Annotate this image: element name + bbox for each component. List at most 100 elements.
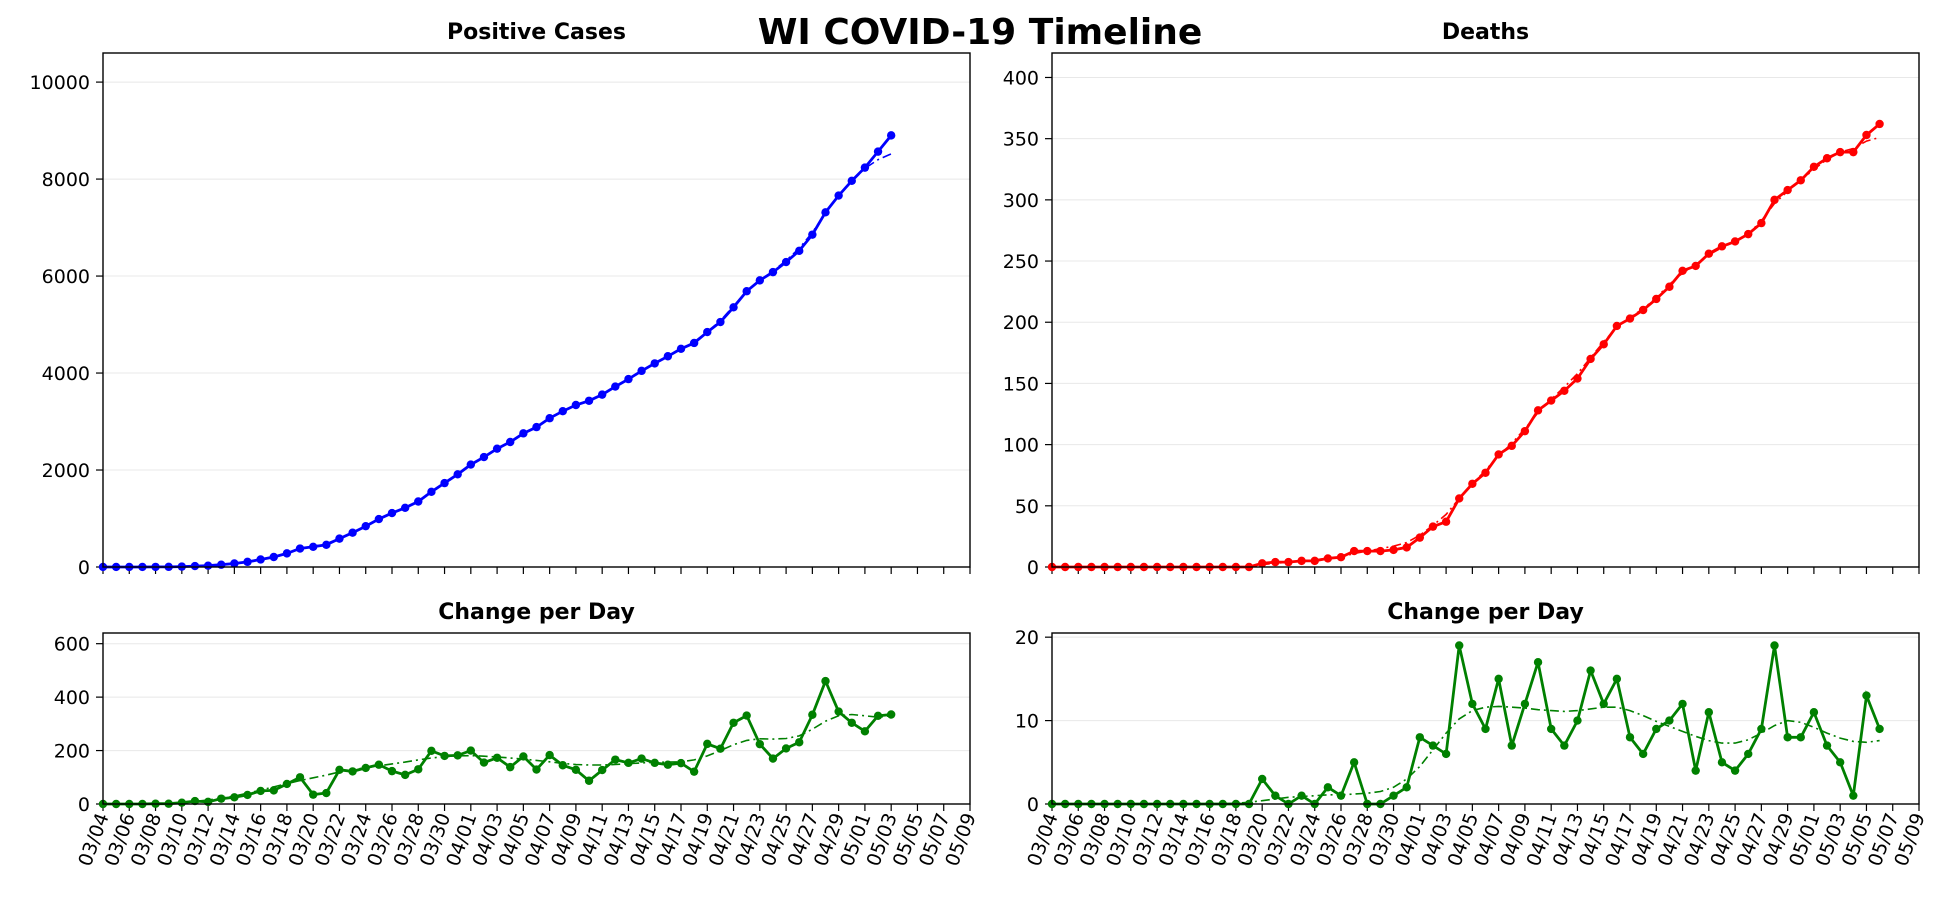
data-point <box>400 770 410 780</box>
deaths-panel: Deaths 0 50 100 150 200 250 300 350 400 <box>1003 20 1920 579</box>
data-point <box>1323 554 1333 563</box>
data-point <box>1533 406 1543 415</box>
panel-title: Change per Day <box>1387 600 1584 625</box>
data-point <box>755 739 765 749</box>
data-point <box>1625 733 1635 742</box>
y-tick-label: 150 <box>1003 373 1039 395</box>
data-point <box>427 746 436 756</box>
data-point <box>1271 557 1280 567</box>
data-point <box>1796 733 1805 742</box>
axes-frame <box>102 632 971 805</box>
data-point <box>1455 641 1464 650</box>
data-point <box>1389 791 1398 800</box>
data-point <box>479 758 489 767</box>
data-point <box>584 776 594 785</box>
data-point <box>597 765 607 775</box>
data-point <box>1717 242 1727 251</box>
data-point <box>1573 716 1582 725</box>
data-point <box>440 478 449 488</box>
data-point <box>1481 468 1490 477</box>
data-point <box>1822 741 1832 750</box>
y-tick-label: 350 <box>1003 129 1039 151</box>
data-point <box>584 396 594 405</box>
positive-cases-panel: Positive Cases 0 2000 4000 6000 8000 10000 <box>30 20 971 579</box>
data-point <box>1507 441 1516 451</box>
figure-title: WI COVID-19 Timeline <box>758 12 1203 53</box>
data-point <box>190 796 200 806</box>
data-point <box>1402 783 1411 792</box>
series-line <box>103 677 892 806</box>
data-point <box>689 767 699 776</box>
data-point <box>243 790 252 800</box>
data-point <box>1638 305 1648 315</box>
data-point <box>374 760 384 769</box>
y-tick-label: 300 <box>1003 190 1039 212</box>
data-point <box>230 793 239 802</box>
y-tick-label: 250 <box>1003 251 1039 273</box>
y-tick-label: 100 <box>1003 435 1039 457</box>
data-point <box>873 147 883 156</box>
data-point <box>1586 666 1595 675</box>
data-point <box>860 727 870 736</box>
data-point <box>1533 657 1543 667</box>
y-tick-label: 0 <box>78 557 90 579</box>
data-point <box>821 208 830 217</box>
data-point <box>1599 340 1608 349</box>
data-point <box>1507 741 1516 750</box>
data-point <box>1875 724 1884 734</box>
data-point <box>571 400 581 410</box>
data-point <box>676 758 686 768</box>
data-point <box>1520 426 1530 436</box>
data-point <box>1822 154 1832 163</box>
data-point <box>1678 266 1687 276</box>
data-point <box>1441 749 1451 759</box>
data-point <box>1875 119 1884 129</box>
data-point <box>1520 699 1530 709</box>
data-point <box>1691 766 1700 775</box>
data-point <box>1770 641 1779 650</box>
data-point <box>795 246 804 256</box>
data-point <box>1770 195 1779 205</box>
data-point <box>808 710 817 719</box>
data-point <box>295 773 305 782</box>
data-point <box>1546 396 1556 405</box>
y-tick-label: 2000 <box>42 460 90 482</box>
data-point <box>1665 282 1674 291</box>
y-tick-label: 6000 <box>42 266 90 288</box>
data-point <box>1625 314 1635 323</box>
series-line <box>1052 122 1881 569</box>
data-point <box>1560 741 1569 750</box>
data-point <box>374 514 384 524</box>
data-point <box>729 303 738 312</box>
y-tick-label: 200 <box>1003 312 1039 334</box>
data-point <box>781 744 791 753</box>
data-point <box>1257 774 1267 784</box>
data-point <box>295 544 305 553</box>
data-point <box>808 230 817 239</box>
data-point <box>1599 699 1608 709</box>
y-tick-label: 50 <box>1015 496 1039 518</box>
data-point <box>203 561 213 570</box>
data-point <box>190 561 200 571</box>
data-point <box>1849 791 1858 800</box>
data-point <box>624 758 633 768</box>
data-point <box>1428 522 1438 531</box>
data-point <box>1783 733 1792 742</box>
data-point <box>1363 546 1372 556</box>
data-point <box>1744 749 1753 759</box>
data-point <box>1665 716 1674 725</box>
data-point <box>611 755 620 764</box>
data-point <box>1612 321 1622 331</box>
data-point <box>492 753 502 762</box>
y-tick-label: 400 <box>1003 67 1039 89</box>
data-point <box>1310 556 1319 566</box>
data-point <box>847 718 856 727</box>
data-point <box>1704 708 1714 717</box>
axes-frame <box>1051 52 1920 568</box>
axes-frame <box>102 52 971 568</box>
data-point <box>335 534 344 543</box>
data-point <box>532 765 541 774</box>
y-tick-label: 20 <box>1015 627 1039 649</box>
data-point <box>308 790 318 799</box>
data-point <box>1297 791 1306 800</box>
